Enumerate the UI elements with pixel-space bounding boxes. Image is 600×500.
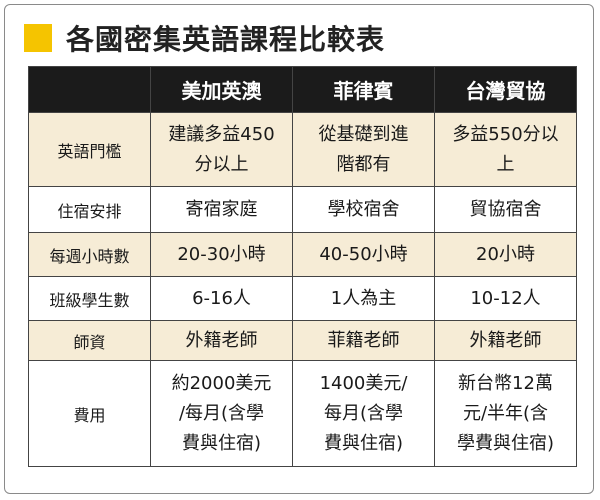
row-label-accommodation: 住宿安排: [28, 186, 151, 233]
table-cell: 多益550分以上: [434, 112, 577, 187]
yellow-square-icon: [24, 24, 52, 52]
table-cell: 寄宿家庭: [150, 186, 293, 233]
table-cell: 菲籍老師: [292, 320, 435, 361]
title-row: 各國密集英語課程比較表: [24, 18, 385, 58]
table-row: 費用 約2000美元/每月(含學 費與住宿) 1400美元/每月(含學 費與住宿) …: [28, 360, 577, 467]
table-row: 英語門檻 建議多益450 分以上 從基礎到進 階都有 多益550分以上: [28, 112, 577, 187]
header-row: 美加英澳 菲律賓 台灣貿協: [28, 66, 577, 113]
column-header-taiwan-taitra: 台灣貿協: [434, 66, 577, 113]
table-cell: 外籍老師: [434, 320, 577, 361]
table-cell: 學校宿舍: [292, 186, 435, 233]
column-header-us-canada-uk-australia: 美加英澳: [150, 66, 293, 113]
table-cell: 新台幣12萬 元/半年(含 學費與住宿): [434, 360, 577, 467]
row-label-cost: 費用: [28, 360, 151, 467]
table-row: 住宿安排 寄宿家庭 學校宿舍 貿協宿舍: [28, 186, 577, 233]
table-cell: 貿協宿舍: [434, 186, 577, 233]
table-cell: 約2000美元/每月(含學 費與住宿): [150, 360, 293, 467]
table-cell: 1人為主: [292, 276, 435, 321]
column-header-philippines: 菲律賓: [292, 66, 435, 113]
figure-frame: [4, 4, 594, 494]
table-cell: 外籍老師: [150, 320, 293, 361]
comparison-table: 美加英澳 菲律賓 台灣貿協 英語門檻 建議多益450 分以上 從基礎到進 階都有 多…: [28, 66, 577, 467]
row-label-teachers: 師資: [28, 320, 151, 361]
table-cell: 20小時: [434, 232, 577, 277]
row-label-class-size: 班級學生數: [28, 276, 151, 321]
table-title: 各國密集英語課程比較表: [66, 23, 386, 56]
row-label-english-threshold: 英語門檻: [28, 112, 151, 187]
header-corner-cell: [28, 66, 151, 113]
table-cell: 20-30小時: [150, 232, 293, 277]
table-cell: 6-16人: [150, 276, 293, 321]
row-label-weekly-hours: 每週小時數: [28, 232, 151, 277]
table-row: 師資 外籍老師 菲籍老師 外籍老師: [28, 320, 577, 361]
table-row: 每週小時數 20-30小時 40-50小時 20小時: [28, 232, 577, 277]
table-cell: 1400美元/每月(含學 費與住宿): [292, 360, 435, 467]
table-cell: 建議多益450 分以上: [150, 112, 293, 187]
table-row: 班級學生數 6-16人 1人為主 10-12人: [28, 276, 577, 321]
table-cell: 從基礎到進 階都有: [292, 112, 435, 187]
table-cell: 40-50小時: [292, 232, 435, 277]
table-cell: 10-12人: [434, 276, 577, 321]
